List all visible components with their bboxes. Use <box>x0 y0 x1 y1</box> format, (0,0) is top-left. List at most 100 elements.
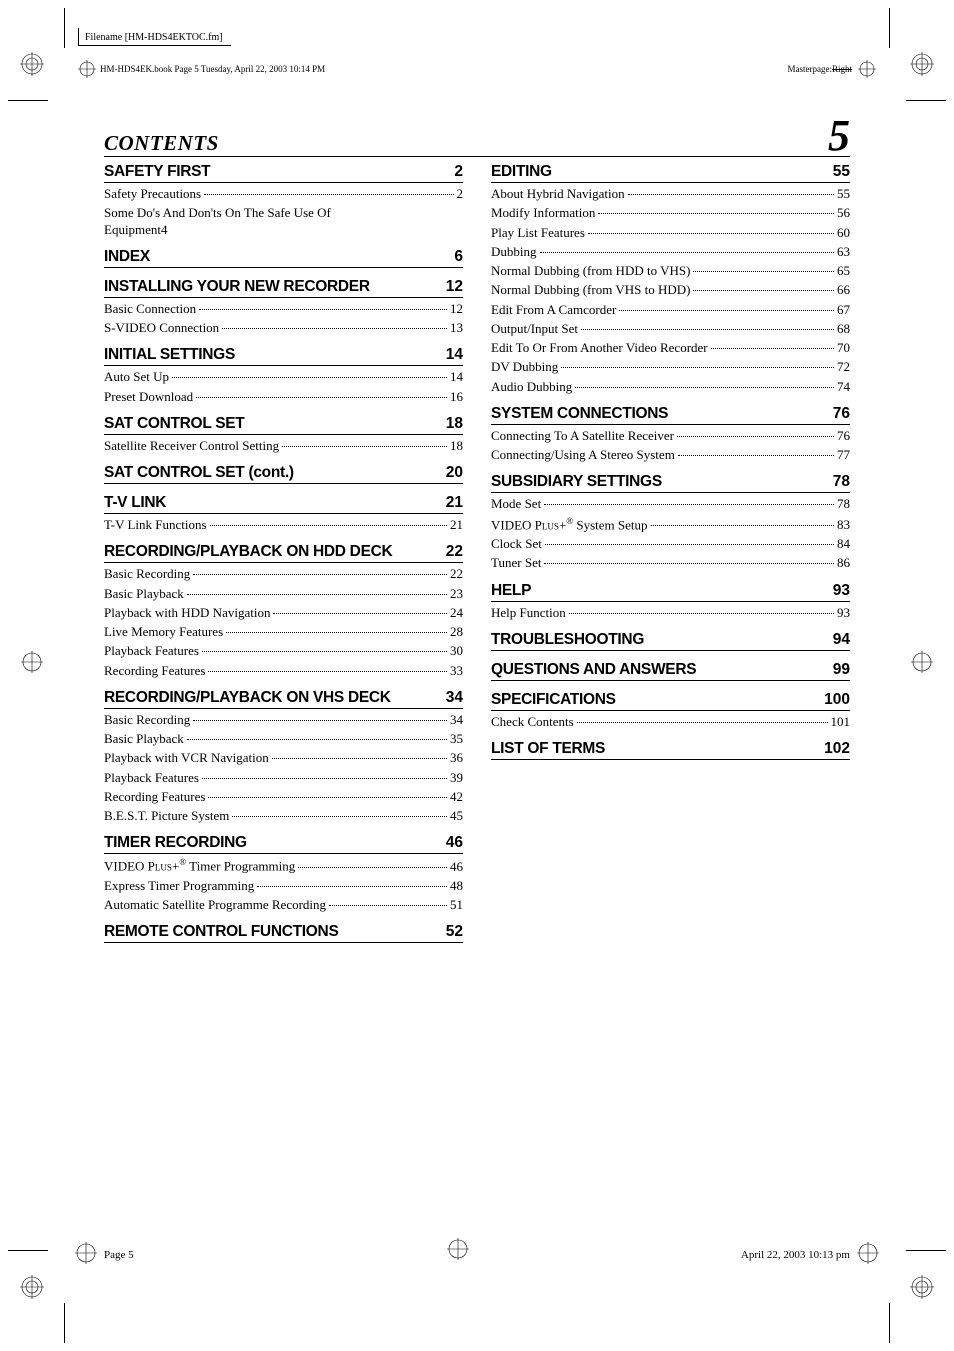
toc-entry: DV Dubbing72 <box>491 359 850 375</box>
book-info-line: HM-HDS4EK.book Page 5 Tuesday, April 22,… <box>78 60 876 78</box>
toc-entry-page: 48 <box>450 878 463 894</box>
toc-dots <box>208 671 447 672</box>
toc-entry: Preset Download16 <box>104 389 463 405</box>
toc-entry: Basic Recording34 <box>104 712 463 728</box>
crop-rule <box>8 1250 48 1251</box>
toc-entry-page: 36 <box>450 750 463 766</box>
toc-dots <box>298 867 447 868</box>
toc-dots <box>202 778 447 779</box>
toc-entry-label: Check Contents <box>491 714 574 730</box>
toc-entry-label: Playback Features <box>104 643 199 659</box>
toc-entry-label: Express Timer Programming <box>104 878 254 894</box>
toc-entry-label: Connecting To A Satellite Receiver <box>491 428 674 444</box>
toc-left-column: SAFETY FIRST2Safety Precautions2Some Do'… <box>104 163 463 943</box>
toc-entry-page: 74 <box>837 379 850 395</box>
toc-entry: Normal Dubbing (from VHS to HDD)66 <box>491 282 850 298</box>
toc-dots <box>651 525 834 526</box>
toc-entry-page: 51 <box>450 897 463 913</box>
toc-entry-label: Recording Features <box>104 663 205 679</box>
filename-label: Filename [HM-HDS4EKTOC.fm] <box>85 32 223 43</box>
toc-entry: Playback with HDD Navigation24 <box>104 605 463 621</box>
toc-entry-label: Clock Set <box>491 536 542 552</box>
toc-dots <box>540 252 835 253</box>
toc-dots <box>628 194 834 195</box>
toc-entry-label: Basic Connection <box>104 301 196 317</box>
toc-dots <box>544 504 834 505</box>
toc-entry-label: Basic Recording <box>104 712 190 728</box>
toc-dots <box>678 455 834 456</box>
toc-dots <box>711 348 834 349</box>
footer-line: Page 5 April 22, 2003 10:13 pm <box>104 1249 850 1261</box>
toc-entry-page: 39 <box>450 770 463 786</box>
toc-section-title: SAT CONTROL SET <box>104 415 244 433</box>
toc-entry: Automatic Satellite Programme Recording5… <box>104 897 463 913</box>
toc-section-heading: INSTALLING YOUR NEW RECORDER12 <box>104 278 463 298</box>
crop-rule <box>889 1303 890 1343</box>
toc-dots <box>199 309 447 310</box>
toc-entry-page: 35 <box>450 731 463 747</box>
toc-entry-page: 30 <box>450 643 463 659</box>
page-number: 5 <box>828 118 850 153</box>
toc-entry-page: 33 <box>450 663 463 679</box>
toc-entry-page: 101 <box>831 714 851 730</box>
toc-entry-page: 63 <box>837 244 850 260</box>
toc-entry: Normal Dubbing (from HDD to VHS)65 <box>491 263 850 279</box>
toc-section-page: 2 <box>454 163 463 181</box>
toc-section-page: 6 <box>454 248 463 266</box>
toc-section-title: RECORDING/PLAYBACK ON VHS DECK <box>104 689 391 707</box>
registration-mark-icon <box>20 1275 44 1299</box>
toc-section-title: SPECIFICATIONS <box>491 691 616 709</box>
toc-section-heading: REMOTE CONTROL FUNCTIONS52 <box>104 923 463 943</box>
toc-section-page: 78 <box>833 473 850 491</box>
toc-entry: Playback Features39 <box>104 770 463 786</box>
toc-section-title: SAT CONTROL SET (cont.) <box>104 464 294 482</box>
toc-entry: Edit From A Camcorder67 <box>491 302 850 318</box>
toc-dots <box>588 233 834 234</box>
content-area: CONTENTS 5 SAFETY FIRST2Safety Precautio… <box>104 118 850 1233</box>
registration-mark-icon <box>910 1275 934 1299</box>
footer-left: Page 5 <box>104 1249 134 1261</box>
toc-section-heading: SAFETY FIRST 2 <box>104 163 463 183</box>
toc-entry-page: 60 <box>837 225 850 241</box>
toc-section-title: INSTALLING YOUR NEW RECORDER <box>104 278 370 296</box>
toc-section-heading: SAT CONTROL SET (cont.) 20 <box>104 464 463 484</box>
toc-entry: Playback with VCR Navigation36 <box>104 750 463 766</box>
toc-entry-label: Satellite Receiver Control Setting <box>104 438 279 454</box>
toc-entry-label: Normal Dubbing (from HDD to VHS) <box>491 263 690 279</box>
toc-entry-page: 16 <box>450 389 463 405</box>
footer-right: April 22, 2003 10:13 pm <box>741 1249 850 1261</box>
toc-entry-page: 23 <box>450 586 463 602</box>
toc-entry-label: Tuner Set <box>491 555 541 571</box>
toc-dots <box>577 722 828 723</box>
toc-section-title: QUESTIONS AND ANSWERS <box>491 661 696 679</box>
masterpage-text: Masterpage:Right <box>788 64 853 74</box>
crop-rule <box>64 1303 65 1343</box>
toc-dots <box>569 613 834 614</box>
toc-section-title: SAFETY FIRST <box>104 163 210 181</box>
toc-columns: SAFETY FIRST2Safety Precautions2Some Do'… <box>104 163 850 943</box>
toc-entry-label: T-V Link Functions <box>104 517 207 533</box>
toc-section-page: 34 <box>446 689 463 707</box>
toc-section-heading: RECORDING/PLAYBACK ON HDD DECK22 <box>104 543 463 563</box>
toc-entry: Connecting/Using A Stereo System77 <box>491 447 850 463</box>
registration-mark-icon <box>74 1241 98 1265</box>
toc-entry: Express Timer Programming 48 <box>104 878 463 894</box>
toc-dots <box>677 436 834 437</box>
toc-entry-label: Basic Playback <box>104 586 184 602</box>
crosshair-icon <box>858 60 876 78</box>
toc-section-page: 20 <box>446 464 463 482</box>
toc-section-title: LIST OF TERMS <box>491 740 605 758</box>
toc-section-page: 94 <box>833 631 850 649</box>
toc-dots <box>619 310 834 311</box>
toc-entry: Dubbing63 <box>491 244 850 260</box>
toc-entry-label: Recording Features <box>104 789 205 805</box>
toc-section-page: 100 <box>824 691 850 709</box>
toc-dots <box>545 544 834 545</box>
toc-dots <box>561 367 834 368</box>
toc-section-heading: TIMER RECORDING46 <box>104 834 463 854</box>
toc-section-page: 76 <box>833 405 850 423</box>
toc-section-heading: TROUBLESHOOTING94 <box>491 631 850 651</box>
toc-entry: Tuner Set86 <box>491 555 850 571</box>
toc-section-page: 46 <box>446 834 463 852</box>
toc-dots <box>232 816 447 817</box>
